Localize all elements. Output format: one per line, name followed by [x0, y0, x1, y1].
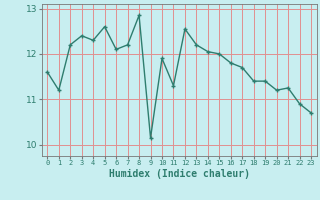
- X-axis label: Humidex (Indice chaleur): Humidex (Indice chaleur): [109, 169, 250, 179]
